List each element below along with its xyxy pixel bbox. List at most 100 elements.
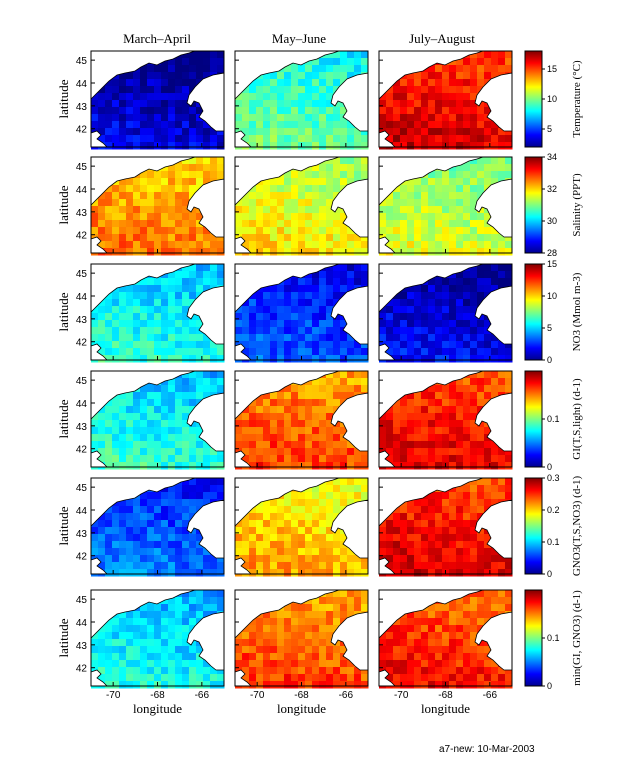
data-cell — [98, 135, 106, 143]
data-cell — [277, 100, 285, 108]
data-cell — [400, 248, 408, 256]
land-mask — [378, 50, 513, 132]
data-cell — [284, 121, 292, 129]
data-cell — [449, 485, 457, 493]
data-cell — [456, 355, 464, 363]
data-cell — [340, 667, 348, 675]
data-cell — [249, 427, 257, 435]
data-cell — [182, 632, 190, 640]
data-cell — [98, 234, 106, 242]
data-cell — [263, 667, 271, 675]
data-cell — [326, 327, 334, 335]
data-cell — [126, 285, 134, 293]
data-cell — [147, 660, 155, 668]
data-cell — [407, 632, 415, 640]
data-cell — [305, 327, 313, 335]
data-cell — [305, 506, 313, 514]
data-cell — [449, 348, 457, 356]
data-cell — [326, 320, 334, 328]
data-cell — [319, 667, 327, 675]
data-cell — [421, 625, 429, 633]
data-cell — [263, 434, 271, 442]
data-cell — [263, 555, 271, 563]
data-cell — [428, 227, 436, 235]
data-cell — [175, 399, 183, 407]
data-cell — [196, 569, 204, 577]
data-cell — [196, 555, 204, 563]
data-cell — [242, 562, 250, 570]
data-cell — [498, 492, 506, 500]
data-cell — [161, 420, 169, 428]
data-cell — [305, 667, 313, 675]
data-cell — [442, 618, 450, 626]
data-cell — [105, 334, 113, 342]
data-cell — [435, 178, 443, 186]
data-cell — [154, 107, 162, 115]
data-cell — [400, 100, 408, 108]
data-cell — [484, 355, 492, 363]
data-cell — [333, 399, 341, 407]
data-cell — [140, 625, 148, 633]
data-cell — [312, 135, 320, 143]
data-cell — [126, 499, 134, 507]
data-cell — [477, 534, 485, 542]
data-cell — [449, 334, 457, 342]
data-cell — [291, 406, 299, 414]
data-cell — [449, 506, 457, 514]
data-cell — [175, 534, 183, 542]
data-cell — [133, 313, 141, 321]
data-cell — [449, 178, 457, 186]
data-cell — [147, 285, 155, 293]
data-cell — [319, 392, 327, 400]
data-cell — [470, 58, 478, 66]
data-cell — [270, 285, 278, 293]
data-cell — [242, 327, 250, 335]
data-cell — [326, 462, 334, 470]
data-cell — [435, 135, 443, 143]
data-cell — [484, 278, 492, 286]
data-cell — [270, 646, 278, 654]
data-cell — [477, 555, 485, 563]
data-cell — [91, 653, 99, 661]
data-cell — [435, 667, 443, 675]
data-cell — [175, 653, 183, 661]
data-cell — [400, 313, 408, 321]
data-cell — [277, 618, 285, 626]
data-cell — [105, 227, 113, 235]
data-cell — [298, 171, 306, 179]
data-cell — [361, 248, 369, 256]
data-cell — [147, 527, 155, 535]
data-cell — [319, 206, 327, 214]
data-cell — [393, 541, 401, 549]
data-cell — [196, 597, 204, 605]
data-cell — [347, 371, 355, 379]
data-cell — [175, 334, 183, 342]
data-cell — [291, 534, 299, 542]
data-cell — [175, 569, 183, 577]
data-cell — [126, 327, 134, 335]
data-cell — [291, 86, 299, 94]
data-cell — [470, 555, 478, 563]
data-cell — [305, 171, 313, 179]
data-cell — [347, 51, 355, 59]
data-cell — [421, 135, 429, 143]
data-cell — [361, 667, 369, 675]
data-cell — [168, 192, 176, 200]
data-cell — [270, 178, 278, 186]
data-cell — [393, 93, 401, 101]
data-cell — [270, 142, 278, 150]
data-cell — [361, 51, 369, 59]
data-cell — [168, 399, 176, 407]
data-cell — [319, 406, 327, 414]
data-cell — [319, 555, 327, 563]
data-cell — [98, 406, 106, 414]
data-cell — [140, 128, 148, 136]
data-cell — [463, 271, 471, 279]
data-cell — [140, 541, 148, 549]
data-cell — [340, 660, 348, 668]
data-cell — [428, 385, 436, 393]
data-cell — [98, 128, 106, 136]
map-panel — [234, 370, 369, 470]
data-cell — [456, 441, 464, 449]
data-cell — [277, 527, 285, 535]
